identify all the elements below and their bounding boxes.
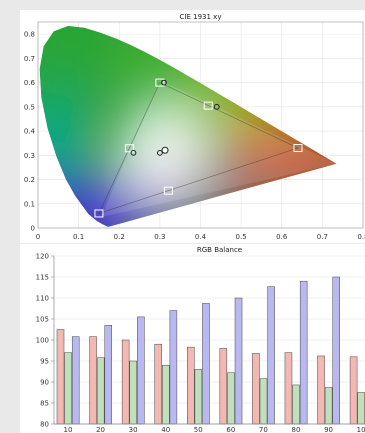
rgb-x-tick-label: 10	[357, 426, 365, 433]
rgb-x-tick-label: 80	[291, 426, 300, 433]
cie-y-tick-label: 0.7	[24, 55, 35, 63]
rgb-y-tick-label: 120	[36, 253, 49, 261]
cie-y-tick-label: 0	[31, 225, 35, 233]
rgb-bar	[137, 316, 145, 425]
cie-chart-panel: 0 0.1 0.2 0.3 0.4 0.5 0.6 0.7 0.8 0 0.1 0.2 0.3 0.4 0.…	[20, 10, 365, 243]
rgb-y-tick-label: 80	[40, 421, 49, 429]
white-point	[161, 146, 169, 154]
rgb-bar	[202, 303, 210, 425]
rgb-balance-panel: 10 20 30 40 50 60 70 80 90 10 80 85 90 95 100 105 110 115…	[20, 244, 365, 433]
rgb-bar	[324, 387, 333, 425]
rgb-bar	[332, 276, 340, 425]
rgb-bar	[154, 343, 162, 425]
rgb-bar	[56, 329, 65, 425]
rgb-x-tick-label: 10	[64, 426, 73, 433]
rgb-y-tick-label: 105	[36, 316, 49, 324]
rgb-bar	[64, 352, 72, 425]
rgb-y-tick-label: 110	[36, 295, 49, 303]
rgb-y-tick-label: 115	[36, 274, 49, 282]
measured-gamut-area	[101, 80, 337, 218]
cie-y-tick-label: 0.6	[24, 79, 36, 87]
measured-point	[130, 149, 137, 156]
rgb-bar	[357, 392, 365, 425]
rgb-y-tick-label: 90	[40, 379, 49, 387]
rgb-bar	[317, 355, 325, 425]
measured-point	[161, 79, 167, 86]
cie-y-tick-label: 0.5	[24, 103, 35, 111]
rgb-bar	[284, 352, 293, 425]
rgb-bar	[194, 369, 203, 425]
rgb-x-tick-label: 20	[96, 426, 105, 433]
rgb-bar	[349, 356, 358, 425]
rgb-y-tick-label: 100	[36, 337, 49, 345]
rgb-bar	[259, 378, 268, 425]
rgb-bar	[162, 364, 170, 425]
rgb-y-tick-label: 95	[40, 358, 49, 366]
rgb-bar	[121, 339, 130, 425]
target-gamut-triangle	[98, 82, 299, 215]
cie-chart-title: CIE 1931 xy	[180, 13, 222, 21]
rgb-bar	[234, 297, 243, 425]
rgb-x-tick-label: 70	[259, 426, 268, 433]
target-box-g	[155, 78, 165, 87]
rgb-x-tick-label: 50	[194, 426, 203, 433]
rgb-bar	[292, 384, 300, 425]
cie-x-tick-label: 0.2	[114, 233, 125, 241]
cie-colour-blob	[39, 73, 100, 164]
rgb-bar	[219, 348, 228, 425]
rgb-bar	[299, 280, 308, 425]
cie-x-tick-label: 0.4	[195, 233, 207, 241]
rgb-x-tick-label: 40	[161, 426, 170, 433]
rgb-bar	[187, 346, 195, 425]
target-box-c	[124, 144, 134, 153]
rgb-x-tick-label: 90	[324, 426, 333, 433]
rgb-bar	[129, 360, 137, 425]
rgb-bar	[227, 372, 235, 425]
cie-x-tick-label: 0.8	[357, 233, 365, 241]
cie-y-tick-label: 0.8	[24, 31, 35, 39]
target-box-y	[203, 101, 213, 110]
rgb-bar	[71, 336, 80, 425]
rgb-bar	[267, 286, 275, 425]
cie-colour-blob	[114, 119, 205, 210]
rgb-x-tick-label: 60	[226, 426, 235, 433]
cie-y-tick-label: 0.3	[24, 152, 35, 160]
cie-y-tick-label: 0.1	[24, 200, 35, 208]
rgb-x-tick-label: 30	[129, 426, 138, 433]
cie-x-tick-label: 0.7	[317, 233, 328, 241]
cie-chart: 0 0.1 0.2 0.3 0.4 0.5 0.6 0.7 0.8 0 0.1 0.2 0.3 0.4 0.…	[24, 13, 365, 241]
measured-point	[213, 103, 220, 110]
cie-y-tick-label: 0.2	[24, 176, 35, 184]
rgb-bar	[104, 325, 113, 425]
target-box-m	[163, 186, 173, 195]
rgb-chart-title: RGB Balance	[197, 246, 242, 254]
rgb-bar	[96, 357, 105, 425]
rgb-bar	[252, 353, 260, 425]
rgb-balance-chart: 10 20 30 40 50 60 70 80 90 10 80 85 90 95 100 105 110 115…	[36, 246, 365, 433]
cie-x-tick-label: 0.6	[276, 233, 288, 241]
cie-x-tick-label: 0.5	[236, 233, 247, 241]
target-box-r	[293, 144, 303, 153]
cie-x-tick-label: 0.1	[73, 233, 84, 241]
target-box-b	[94, 209, 104, 218]
rgb-y-tick-label: 85	[40, 400, 49, 408]
cie-x-tick-label: 0	[36, 233, 40, 241]
rgb-bar	[169, 310, 178, 425]
cie-axes-frame	[37, 21, 364, 229]
measured-point	[156, 149, 163, 156]
cie-x-tick-label: 0.3	[154, 233, 165, 241]
rgb-bar	[89, 336, 97, 425]
cie-y-tick-label: 0.4	[24, 128, 36, 136]
